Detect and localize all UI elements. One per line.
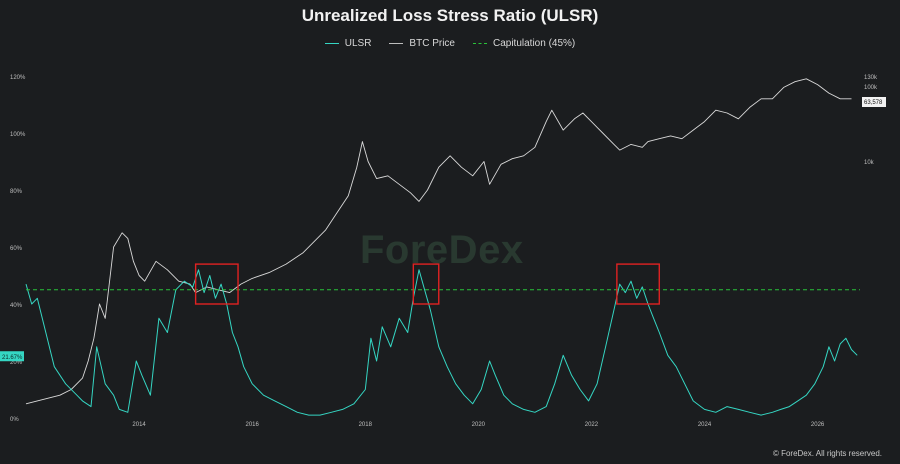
legend-label-ulsr: ULSR — [344, 38, 372, 49]
y-right-tick-label: 130k — [864, 75, 878, 81]
x-tick-label: 2024 — [698, 422, 712, 428]
chart-legend: ULSR BTC Price Capitulation (45%) — [0, 38, 900, 49]
x-tick-label: 2018 — [359, 422, 373, 428]
highlight-box — [412, 263, 440, 305]
btc-current-badge — [862, 97, 886, 107]
y-tick-label: 20% — [10, 360, 23, 366]
legend-label-capitulation: Capitulation (45%) — [492, 38, 576, 49]
y-right-tick-label: 100k — [864, 85, 878, 91]
y-tick-label: 100% — [10, 132, 26, 138]
copyright-notice: © ForeDex. All rights reserved. — [772, 449, 882, 458]
y-tick-label: 0% — [10, 417, 19, 423]
highlight-box — [194, 263, 239, 305]
ulsr-swatch-icon — [324, 43, 339, 44]
watermark: ForeDex — [360, 228, 524, 272]
x-tick-label: 2022 — [585, 422, 599, 428]
capitulation-swatch-icon — [472, 43, 487, 44]
ulsr-current-badge — [0, 351, 24, 362]
y-tick-label: 120% — [10, 75, 26, 81]
ulsr-line — [25, 269, 858, 416]
y-tick-label: 60% — [10, 246, 23, 252]
x-tick-label: 2026 — [811, 422, 825, 428]
x-tick-label: 2014 — [132, 422, 146, 428]
legend-item-ulsr[interactable]: ULSR — [324, 38, 372, 49]
y-right-tick-label: 10k — [864, 160, 875, 166]
legend-item-capitulation[interactable]: Capitulation (45%) — [472, 38, 576, 49]
x-tick-label: 2020 — [472, 422, 486, 428]
btc-current-label: 63,578 — [864, 100, 883, 106]
btc-price-line — [25, 78, 852, 405]
ulsr-current-label: 21.67% — [2, 355, 23, 361]
chart-title: Unrealized Loss Stress Ratio (ULSR) — [301, 6, 599, 25]
legend-label-btc: BTC Price — [409, 38, 455, 49]
y-tick-label: 80% — [10, 189, 23, 195]
btc-swatch-icon — [389, 43, 404, 44]
highlight-box — [616, 263, 660, 305]
x-tick-label: 2016 — [245, 422, 259, 428]
y-tick-label: 40% — [10, 303, 23, 309]
legend-item-btc[interactable]: BTC Price — [389, 38, 455, 49]
